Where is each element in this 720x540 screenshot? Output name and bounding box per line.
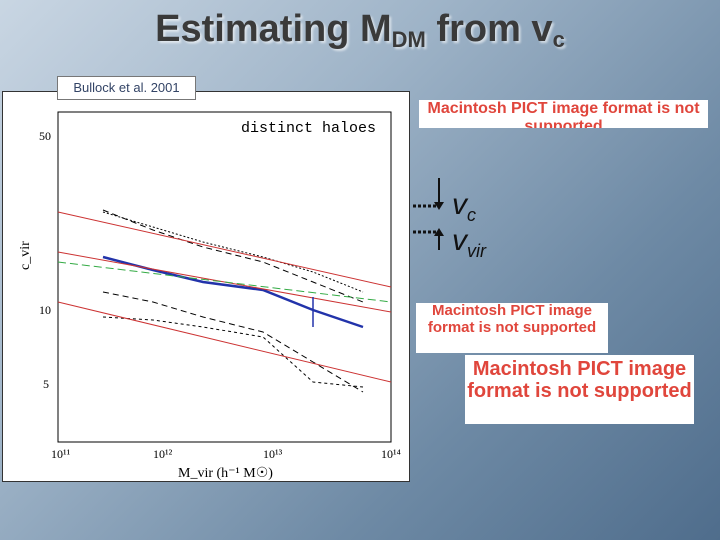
plot-frame — [57, 111, 392, 443]
upper-dotted-curve — [102, 211, 364, 293]
y-tick-label: 50 — [39, 129, 51, 143]
lower-dotted-curve — [102, 316, 364, 388]
pict-placeholder-1: Macintosh PICT image format is not suppo… — [419, 100, 708, 128]
vc-label: vc — [452, 188, 476, 225]
slide-title: Estimating MDM from vc — [0, 8, 720, 53]
y-tick-label: 5 — [43, 377, 49, 391]
distinct-haloes-label: distinct haloes — [241, 120, 376, 137]
pict-placeholder-3: Macintosh PICT image format is not suppo… — [465, 355, 694, 424]
plot-svg: 50 10 5 c_vir 10¹¹ 10¹² 10¹³ 10¹⁴ M_vir … — [18, 111, 401, 481]
x-tick-label: 10¹¹ — [51, 447, 71, 461]
red-model-middle — [57, 251, 392, 313]
concentration-plot: 50 10 5 c_vir 10¹¹ 10¹² 10¹³ 10¹⁴ M_vir … — [2, 91, 410, 482]
red-model-lower — [57, 301, 392, 383]
pict-placeholder-2: Macintosh PICT image format is not suppo… — [416, 303, 608, 353]
title-text-rest: from v — [425, 8, 553, 50]
upper-dashed-curve — [102, 209, 364, 303]
title-text-main: Estimating M — [155, 8, 392, 50]
y-axis-title: c_vir — [18, 241, 33, 270]
x-axis-title: M_vir (h⁻¹ M☉) — [178, 466, 273, 481]
red-model-upper — [57, 211, 392, 288]
y-tick-label: 10 — [39, 303, 51, 317]
x-tick-label: 10¹³ — [263, 447, 283, 461]
lower-dashed-curve — [102, 291, 364, 393]
x-tick-label: 10¹⁴ — [381, 447, 401, 461]
title-subscript-dm: DM — [391, 27, 426, 52]
citation-box: Bullock et al. 2001 — [57, 76, 196, 100]
vvir-label: vvir — [452, 224, 486, 261]
title-subscript-c: c — [552, 27, 565, 52]
down-arrow-icon — [434, 202, 444, 210]
green-fit-line — [57, 261, 392, 303]
velocity-arrows — [413, 178, 444, 250]
x-tick-label: 10¹² — [153, 447, 173, 461]
up-arrow-icon — [434, 228, 444, 236]
